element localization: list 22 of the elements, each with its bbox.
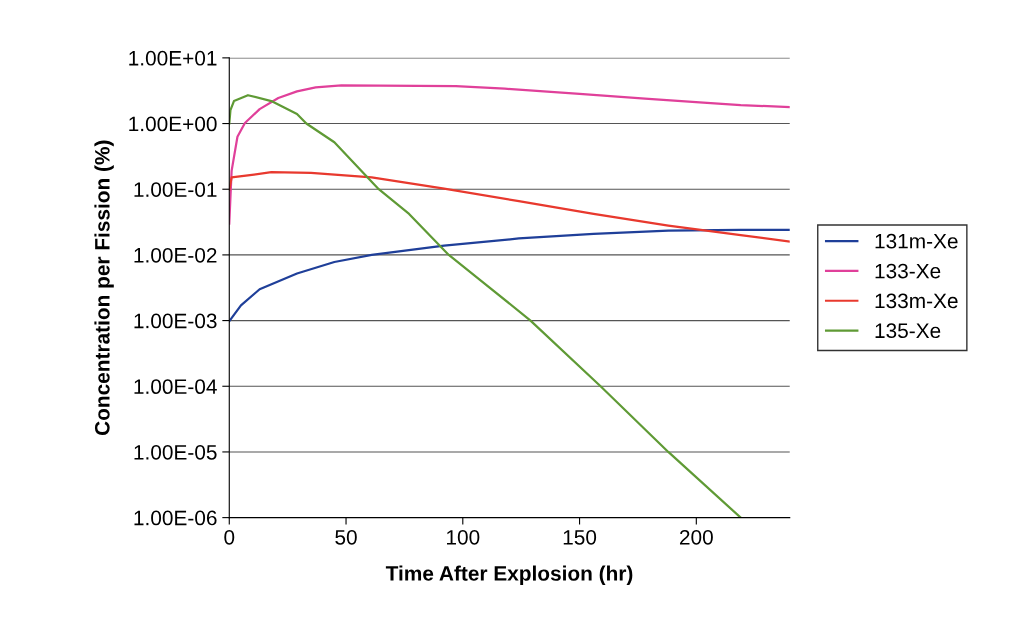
line-series bbox=[229, 171, 790, 243]
legend-label: 135-Xe bbox=[875, 323, 941, 339]
y-tick-label: 1.00E-04 bbox=[134, 379, 217, 395]
line-series bbox=[229, 228, 790, 323]
legend-label: 133-Xe bbox=[875, 263, 941, 279]
y-tick-label: 1.00E-05 bbox=[134, 444, 217, 460]
y-tick-label: 1.00E-03 bbox=[134, 313, 217, 329]
y-axis-title: Concentration per Fission (%) bbox=[94, 140, 114, 436]
y-tick-label: 1.00E+00 bbox=[129, 116, 217, 132]
y-tick-label: 1.00E-02 bbox=[134, 247, 217, 263]
x-tick-label: 50 bbox=[335, 529, 357, 545]
x-tick-label: 200 bbox=[679, 529, 713, 545]
legend-label: 131m-Xe bbox=[875, 233, 958, 249]
x-tick-label: 150 bbox=[563, 529, 597, 545]
x-tick-label: 0 bbox=[224, 529, 235, 545]
legend-label: 133m-Xe bbox=[875, 293, 958, 309]
x-axis-title: Time After Explosion (hr) bbox=[385, 565, 633, 585]
x-tick-label: 100 bbox=[447, 529, 480, 545]
y-tick-label: 1.00E-01 bbox=[134, 182, 217, 197]
line-series bbox=[229, 94, 742, 518]
y-tick-label: 1.00E-06 bbox=[134, 510, 217, 526]
y-tick-label: 1.00E+01 bbox=[129, 50, 217, 66]
